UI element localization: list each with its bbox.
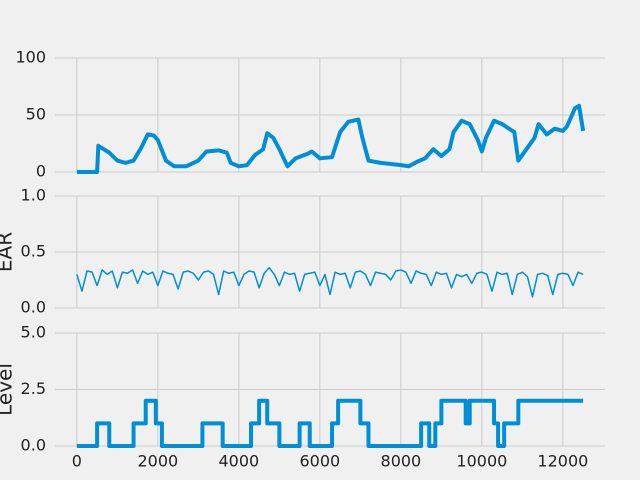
- x-tick-label: 6000: [300, 452, 341, 471]
- y-axis-label: Level: [0, 363, 17, 416]
- y-tick-label: 2.5: [21, 379, 46, 398]
- x-tick-label: 12000: [537, 452, 588, 471]
- y-tick-label: 0.0: [21, 436, 46, 455]
- y-tick-label: 100: [15, 48, 46, 67]
- data-line: [76, 398, 584, 448]
- y-tick-label: 0: [36, 162, 46, 181]
- x-tick-label: 10000: [456, 452, 507, 471]
- x-tick-label: 8000: [381, 452, 422, 471]
- y-tick-label: 0.5: [21, 242, 46, 261]
- y-axis-label: EAR: [0, 232, 17, 272]
- y-tick-label: 1.0: [21, 186, 46, 205]
- y-tick-label: 0.0: [21, 298, 46, 317]
- data-line: [76, 103, 586, 174]
- x-tick-label: 4000: [219, 452, 260, 471]
- y-tick-label: 5.0: [21, 323, 46, 342]
- y-tick-label: 50: [26, 105, 46, 124]
- x-tick-label: 2000: [138, 452, 179, 471]
- data-line: [76, 266, 584, 298]
- x-tick-label: 0: [72, 452, 82, 471]
